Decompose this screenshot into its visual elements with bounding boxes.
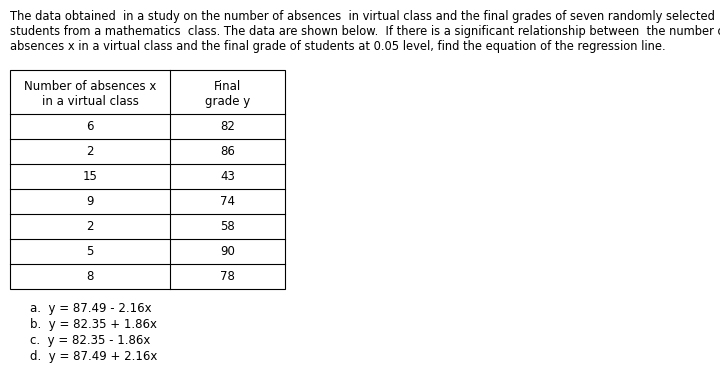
Text: 74: 74 — [220, 195, 235, 208]
Text: absences x in a virtual class and the final grade of students at 0.05 level, fin: absences x in a virtual class and the fi… — [10, 40, 665, 53]
Text: d.  y = 87.49 + 2.16x: d. y = 87.49 + 2.16x — [30, 350, 158, 363]
Text: a.  y = 87.49 - 2.16x: a. y = 87.49 - 2.16x — [30, 302, 152, 315]
Text: 5: 5 — [86, 245, 94, 258]
Text: Final: Final — [214, 80, 241, 93]
Text: grade y: grade y — [205, 95, 250, 108]
Text: 43: 43 — [220, 170, 235, 183]
Text: 58: 58 — [220, 220, 235, 233]
Text: 2: 2 — [86, 145, 94, 158]
Text: 2: 2 — [86, 220, 94, 233]
Text: 82: 82 — [220, 120, 235, 133]
Text: 15: 15 — [83, 170, 97, 183]
Text: c.  y = 82.35 - 1.86x: c. y = 82.35 - 1.86x — [30, 334, 150, 347]
Text: The data obtained  in a study on the number of absences  in virtual class and th: The data obtained in a study on the numb… — [10, 10, 715, 23]
Text: 90: 90 — [220, 245, 235, 258]
Text: 8: 8 — [86, 270, 94, 283]
Bar — [10, 70, 285, 289]
Text: 86: 86 — [220, 145, 235, 158]
Text: 78: 78 — [220, 270, 235, 283]
Text: 6: 6 — [86, 120, 94, 133]
Text: 9: 9 — [86, 195, 94, 208]
Text: b.  y = 82.35 + 1.86x: b. y = 82.35 + 1.86x — [30, 318, 157, 331]
Text: Number of absences x: Number of absences x — [24, 80, 156, 93]
Text: students from a mathematics  class. The data are shown below.  If there is a sig: students from a mathematics class. The d… — [10, 25, 720, 38]
Text: in a virtual class: in a virtual class — [42, 95, 138, 108]
